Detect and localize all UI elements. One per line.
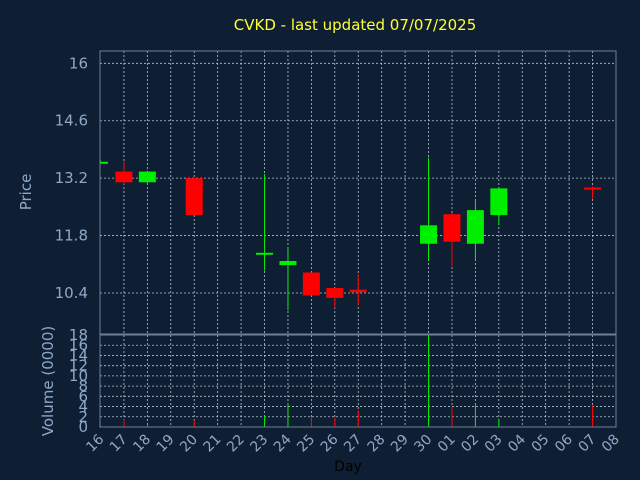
x-axis-label: Day bbox=[334, 459, 362, 475]
candle-body bbox=[443, 214, 461, 242]
price-tick-label: 11.8 bbox=[55, 227, 88, 245]
candle-01 bbox=[443, 213, 461, 267]
candle-30 bbox=[420, 157, 438, 261]
candle-26 bbox=[326, 288, 344, 308]
candle-body bbox=[420, 225, 438, 244]
volume-tick-label: 2 bbox=[78, 408, 88, 426]
x-tick-label: 03 bbox=[482, 432, 506, 456]
price-tick-label: 14.6 bbox=[55, 112, 88, 130]
price-tick-label: 10.4 bbox=[55, 284, 88, 302]
candle-body bbox=[185, 178, 203, 216]
price-frame bbox=[99, 50, 617, 335]
price-tick-label: 16 bbox=[69, 54, 88, 72]
x-tick-label: 17 bbox=[107, 432, 131, 456]
x-tick-label: 21 bbox=[201, 432, 225, 456]
x-tick-label: 20 bbox=[177, 432, 201, 456]
volume-tick-label: 18 bbox=[69, 326, 88, 344]
x-tick-label: 29 bbox=[388, 432, 412, 456]
candle-body bbox=[138, 171, 156, 183]
candle-body bbox=[115, 171, 133, 183]
x-tick-label: 18 bbox=[130, 432, 154, 456]
candle-16 bbox=[100, 160, 108, 164]
x-tick-label: 04 bbox=[505, 431, 529, 455]
x-tick-label: 27 bbox=[341, 432, 365, 456]
volume-frame bbox=[99, 334, 617, 428]
price-panel: 16 14.6 13.2 11.8 10.4 Price bbox=[17, 50, 617, 335]
volume-tick-label: 8 bbox=[78, 377, 88, 395]
x-tick-label: 26 bbox=[318, 431, 342, 455]
x-tick-label: 02 bbox=[458, 432, 482, 456]
candle-24 bbox=[279, 248, 297, 311]
candle-body bbox=[466, 210, 484, 244]
x-tick-label: 28 bbox=[365, 432, 389, 456]
candle-body bbox=[256, 252, 274, 255]
price-axis-label: Price bbox=[17, 174, 35, 211]
x-tick-label: 05 bbox=[529, 432, 553, 456]
volume-grid bbox=[100, 334, 617, 428]
candle-02 bbox=[466, 200, 484, 261]
candlesticks bbox=[100, 157, 602, 311]
x-axis-ticks: 16 17 18 19 20 21 22 23 24 25 26 27 28 29 30 01 02 03 04 05… bbox=[83, 431, 622, 455]
candle-25 bbox=[302, 272, 320, 296]
candle-23 bbox=[256, 174, 274, 271]
x-tick-label: 22 bbox=[224, 432, 248, 456]
candle-20 bbox=[185, 178, 203, 216]
price-tick-label: 13.2 bbox=[55, 169, 88, 187]
volume-tick-label: 4 bbox=[78, 398, 88, 416]
candle-body bbox=[490, 188, 508, 216]
candle-body bbox=[584, 187, 602, 190]
x-tick-label: 23 bbox=[247, 432, 271, 456]
x-tick-label: 25 bbox=[294, 432, 318, 456]
candle-03 bbox=[490, 187, 508, 226]
x-tick-label: 06 bbox=[552, 431, 576, 455]
price-y-ticks: 16 14.6 13.2 11.8 10.4 bbox=[55, 54, 88, 302]
candle-body bbox=[100, 161, 108, 164]
x-tick-label: 24 bbox=[271, 431, 295, 455]
candle-body bbox=[279, 260, 297, 266]
candle-27 bbox=[349, 274, 367, 306]
candle-body bbox=[326, 288, 344, 298]
volume-tick-label: 16 bbox=[69, 336, 88, 354]
volume-bars bbox=[100, 335, 594, 427]
x-tick-label: 30 bbox=[411, 432, 435, 456]
candle-body bbox=[302, 272, 320, 296]
x-tick-label: 08 bbox=[599, 432, 623, 456]
candle-07 bbox=[584, 186, 602, 199]
candle-17 bbox=[115, 161, 133, 185]
chart-title: CVKD - last updated 07/07/2025 bbox=[234, 16, 477, 34]
x-tick-label: 19 bbox=[154, 432, 178, 456]
x-tick-label: 01 bbox=[435, 432, 459, 456]
volume-tick-label: 12 bbox=[69, 357, 88, 375]
volume-tick-label: 6 bbox=[78, 387, 88, 405]
x-tick-label: 07 bbox=[575, 432, 599, 456]
candle-18 bbox=[138, 170, 156, 185]
candle-body bbox=[349, 289, 367, 293]
volume-tick-label: 10 bbox=[69, 367, 88, 385]
volume-tick-label: 0 bbox=[78, 418, 88, 436]
volume-tick-label: 14 bbox=[69, 346, 88, 364]
volume-axis-label: Volume (0000) bbox=[39, 326, 57, 436]
